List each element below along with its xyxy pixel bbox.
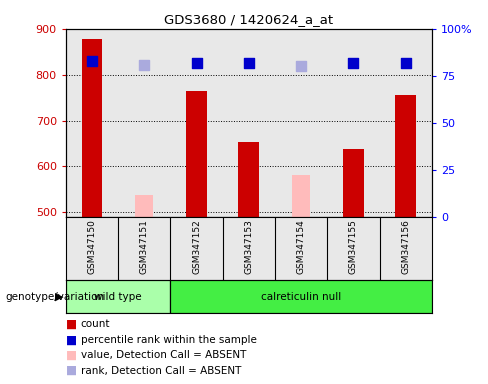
Text: ■: ■ [66,318,77,331]
Text: genotype/variation: genotype/variation [5,291,104,302]
Text: value, Detection Call = ABSENT: value, Detection Call = ABSENT [81,350,246,360]
Text: calreticulin null: calreticulin null [261,291,341,302]
Text: GSM347151: GSM347151 [140,219,149,274]
Text: GSM347156: GSM347156 [401,219,410,274]
Point [349,60,357,66]
Bar [292,175,310,217]
Bar [66,280,170,313]
Point [141,61,148,68]
Point [193,60,201,66]
Text: wild type: wild type [94,291,142,302]
Point [245,60,253,66]
Bar [395,95,416,217]
Bar [239,142,259,217]
Bar [136,195,153,217]
Point [297,63,305,70]
Text: ▶: ▶ [55,291,63,302]
Text: ■: ■ [66,349,77,362]
Point [402,60,409,66]
Text: GSM347153: GSM347153 [244,219,253,274]
Bar [186,91,207,217]
Title: GDS3680 / 1420624_a_at: GDS3680 / 1420624_a_at [164,13,333,26]
Text: GSM347150: GSM347150 [87,219,97,274]
Text: rank, Detection Call = ABSENT: rank, Detection Call = ABSENT [81,366,241,376]
Bar [343,149,364,217]
Bar [170,280,432,313]
Text: percentile rank within the sample: percentile rank within the sample [81,335,256,345]
Text: ■: ■ [66,364,77,377]
Text: count: count [81,319,110,329]
Text: GSM347152: GSM347152 [192,219,201,274]
Bar [81,39,102,217]
Text: GSM347154: GSM347154 [297,219,305,274]
Text: ■: ■ [66,333,77,346]
Text: GSM347155: GSM347155 [349,219,358,274]
Point [88,58,96,64]
